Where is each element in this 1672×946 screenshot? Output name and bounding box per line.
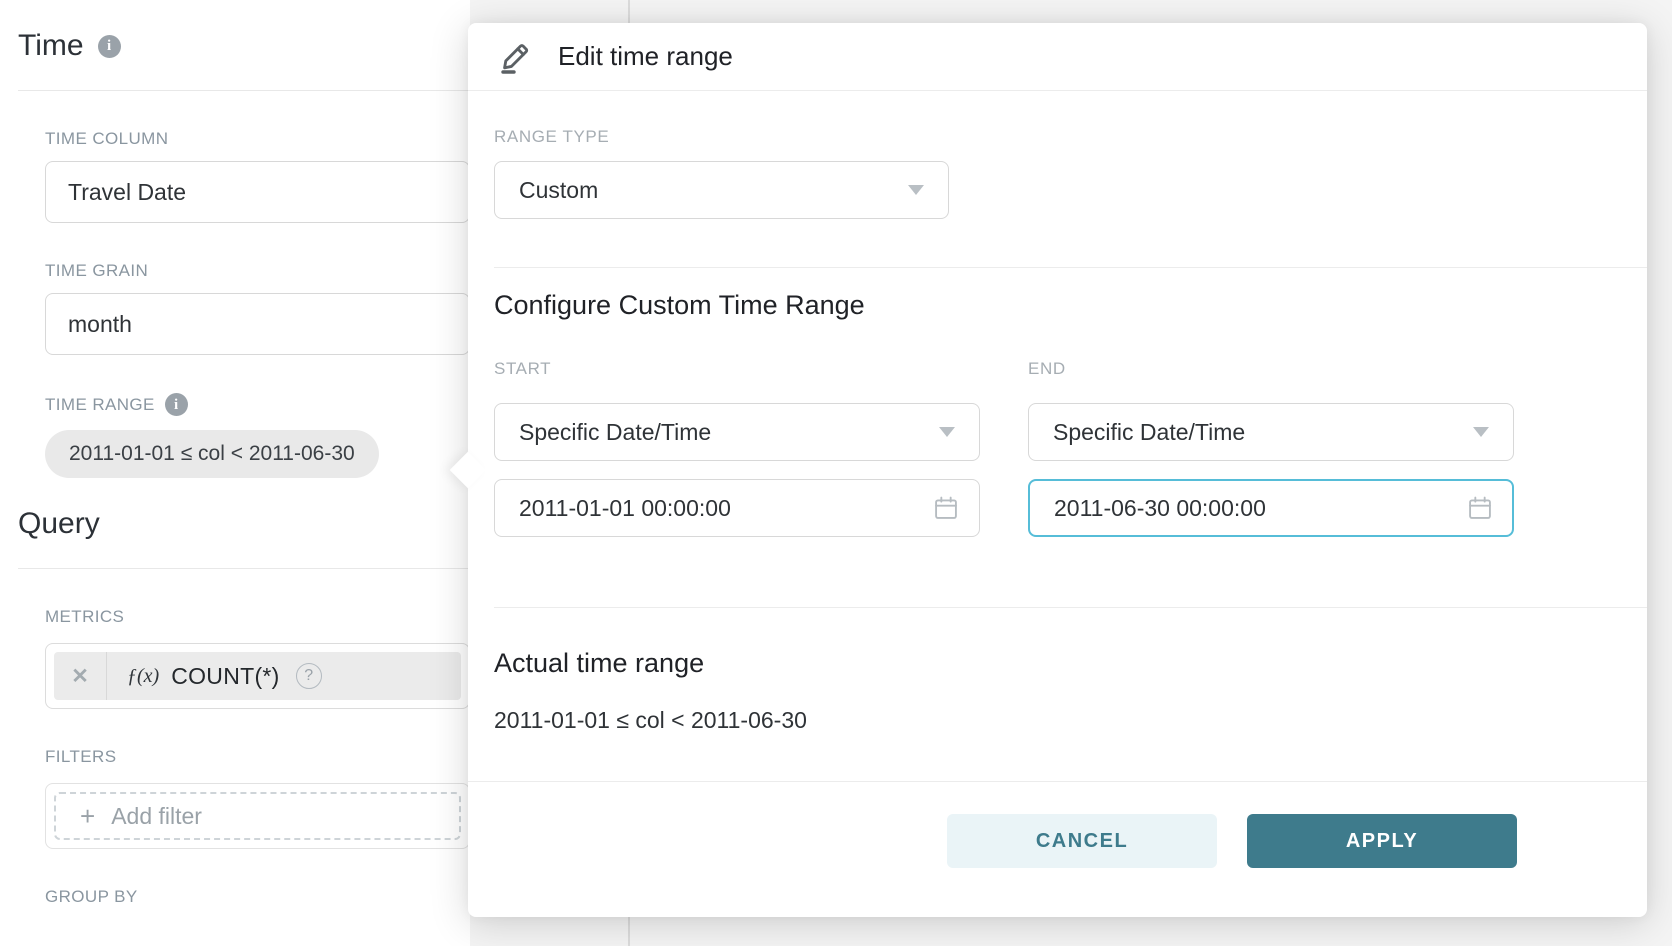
filters-label: FILTERS — [45, 747, 117, 766]
metric-chip[interactable]: ✕ ƒ(x) COUNT(*) ? — [54, 652, 461, 700]
edit-pencil-icon — [501, 43, 529, 74]
actual-time-range-value: 2011-01-01 ≤ col < 2011-06-30 — [494, 707, 807, 733]
end-date-input[interactable] — [1028, 479, 1514, 537]
info-icon[interactable]: i — [97, 34, 121, 58]
time-range-value: 2011-01-01 ≤ col < 2011-06-30 — [69, 442, 355, 465]
time-column-value: Travel Date — [68, 178, 187, 205]
chevron-down-icon — [908, 185, 924, 195]
metric-name: COUNT(*) — [171, 662, 280, 689]
query-section-title: Query — [18, 506, 470, 542]
edit-time-range-popover: Edit time range RANGE TYPE Custom Config… — [449, 23, 1647, 917]
end-column: END Specific Date/Time — [1028, 359, 1514, 537]
time-range-pill[interactable]: 2011-01-01 ≤ col < 2011-06-30 — [45, 430, 379, 478]
start-column: START Specific Date/Time — [494, 359, 980, 537]
popover-body: RANGE TYPE Custom Configure Custom Time … — [468, 91, 1647, 734]
start-mode-select[interactable]: Specific Date/Time — [494, 403, 980, 461]
actual-time-range-heading: Actual time range — [494, 648, 705, 678]
time-grain-label: TIME GRAIN — [45, 261, 149, 280]
remove-metric-icon[interactable]: ✕ — [71, 664, 89, 688]
query-section-label: Query — [18, 507, 100, 540]
end-label: END — [1028, 359, 1066, 378]
time-section-label: Time — [18, 29, 84, 62]
time-column-select[interactable]: Travel Date — [45, 161, 470, 223]
range-type-select[interactable]: Custom — [494, 161, 949, 219]
start-label: START — [494, 359, 552, 378]
time-section-title: Time i — [18, 28, 470, 64]
chevron-down-icon — [1473, 427, 1489, 437]
time-column-label: TIME COLUMN — [45, 129, 169, 148]
metrics-control: ✕ ƒ(x) COUNT(*) ? — [45, 643, 470, 709]
end-mode-select[interactable]: Specific Date/Time — [1028, 403, 1514, 461]
popover-header: Edit time range — [468, 23, 1647, 91]
start-date-input[interactable] — [494, 479, 980, 537]
start-date-field — [494, 479, 980, 537]
divider — [494, 607, 1647, 608]
help-icon[interactable]: ? — [295, 663, 322, 689]
divider — [18, 90, 470, 91]
cancel-button[interactable]: CANCEL — [947, 814, 1217, 868]
add-filter-button[interactable]: + Add filter — [54, 792, 461, 840]
chip-separator — [106, 652, 107, 700]
control-panel: Time i TIME COLUMN Travel Date TIME GRAI… — [0, 0, 470, 946]
popover-footer: CANCEL APPLY — [468, 781, 1647, 868]
time-grain-select[interactable]: month — [45, 293, 470, 355]
configure-heading: Configure Custom Time Range — [494, 290, 865, 320]
apply-button[interactable]: APPLY — [1247, 814, 1517, 868]
filters-control: + Add filter — [45, 783, 470, 849]
divider — [18, 568, 470, 569]
end-date-field — [1028, 479, 1514, 537]
divider — [494, 267, 1647, 268]
group-by-label: GROUP BY — [45, 887, 138, 906]
metrics-label: METRICS — [45, 607, 125, 626]
time-range-label: TIME RANGE i — [45, 393, 470, 416]
range-type-label: RANGE TYPE — [494, 127, 610, 146]
plus-icon: + — [80, 801, 96, 831]
popover-title: Edit time range — [558, 41, 733, 71]
info-icon[interactable]: i — [164, 393, 188, 416]
add-filter-label: Add filter — [111, 802, 202, 829]
chevron-down-icon — [939, 427, 955, 437]
function-icon: ƒ(x) — [127, 664, 160, 687]
start-mode-value: Specific Date/Time — [519, 418, 712, 445]
time-grain-value: month — [68, 310, 132, 337]
range-type-value: Custom — [519, 176, 599, 203]
end-mode-value: Specific Date/Time — [1053, 418, 1246, 445]
